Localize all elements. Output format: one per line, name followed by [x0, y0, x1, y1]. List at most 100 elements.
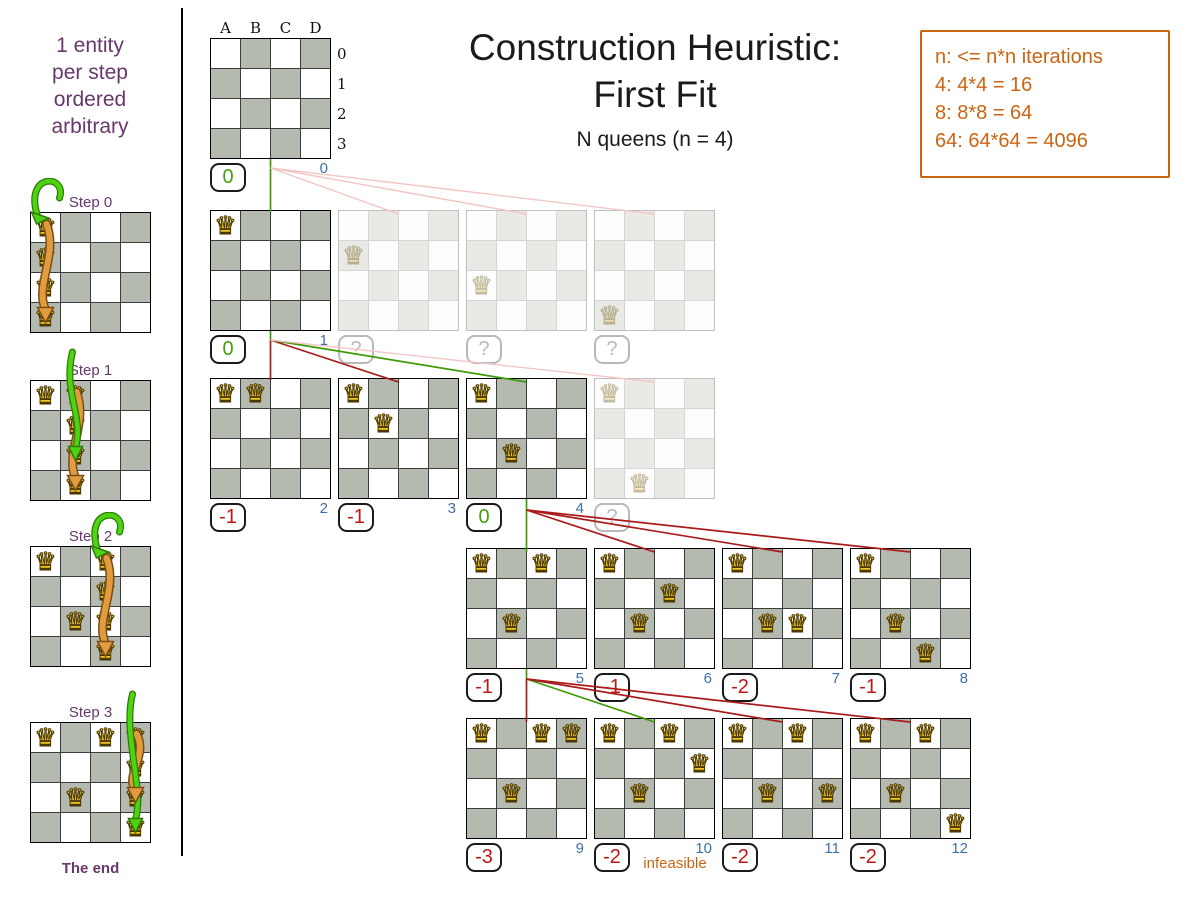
- board-cell: ♛: [91, 577, 120, 606]
- board-cell: [625, 301, 654, 330]
- board-cell: [121, 381, 150, 410]
- board-cell: [271, 439, 300, 468]
- board-cell: [851, 749, 880, 778]
- column-label: C: [279, 19, 292, 37]
- board-cell: [881, 809, 910, 838]
- board-cell: [497, 409, 526, 438]
- board-cell: [595, 809, 624, 838]
- board-cell: [339, 439, 368, 468]
- board-cell: [911, 609, 940, 638]
- board-cell: [301, 69, 330, 98]
- board-cell: [685, 719, 714, 748]
- board-cell: [527, 779, 556, 808]
- board-cell: [339, 211, 368, 240]
- board-cell: [625, 439, 654, 468]
- board-cell: [301, 241, 330, 270]
- board-cell: [655, 609, 684, 638]
- board-cell: [241, 241, 270, 270]
- board-cell: [625, 379, 654, 408]
- board-cell: ♛: [753, 609, 782, 638]
- board-cell: [61, 753, 90, 782]
- board-cell: ♛: [851, 719, 880, 748]
- board-cell: ♛: [527, 549, 556, 578]
- board-cell: [527, 609, 556, 638]
- board-cell: [31, 411, 60, 440]
- board-cell: ♛: [31, 723, 60, 752]
- board-cell: ♛: [91, 637, 120, 666]
- queen-icon: ♛: [342, 241, 365, 270]
- board-cell: [31, 813, 60, 842]
- board-cell: [527, 211, 556, 240]
- board-cell: [91, 441, 120, 470]
- chessboard: ♛ ♛: [466, 378, 587, 499]
- chessboard: ♛ ♛: [338, 378, 459, 499]
- queen-icon: ♛: [884, 779, 907, 808]
- queen-icon: ♛: [34, 547, 57, 576]
- board-cell: [625, 639, 654, 668]
- board-cell: [399, 469, 428, 498]
- board-cell: [211, 69, 240, 98]
- board-cell: [723, 809, 752, 838]
- note-line: 64: 64*64 = 4096: [935, 130, 1088, 152]
- board-cell: [429, 469, 458, 498]
- board-cell: [121, 471, 150, 500]
- queen-icon: ♛: [34, 243, 57, 272]
- board-cell: ♛: [941, 809, 970, 838]
- board-cell: [723, 639, 752, 668]
- board-cell: ♛: [595, 549, 624, 578]
- board-cell: [121, 411, 150, 440]
- board-cell: [241, 129, 270, 158]
- board-cell: [271, 39, 300, 68]
- board-cell: [595, 609, 624, 638]
- queen-icon: ♛: [34, 303, 57, 332]
- board-cell: [31, 783, 60, 812]
- board-cell: [685, 579, 714, 608]
- board-cell: [61, 273, 90, 302]
- queen-icon: ♛: [470, 719, 493, 748]
- board-cell: [271, 409, 300, 438]
- queen-icon: ♛: [64, 381, 87, 410]
- board-cell: [339, 271, 368, 300]
- board-cell: [301, 379, 330, 408]
- board-cell: [497, 271, 526, 300]
- board-cell: [685, 639, 714, 668]
- board-cell: [301, 271, 330, 300]
- score-badge: -1: [466, 673, 502, 702]
- board-cell: [121, 441, 150, 470]
- board-cell: [655, 271, 684, 300]
- board-cell: [557, 379, 586, 408]
- board-cell: [467, 809, 496, 838]
- column-label: D: [309, 19, 322, 37]
- board-cell: [911, 779, 940, 808]
- board-cell: [557, 409, 586, 438]
- board-cell: [685, 241, 714, 270]
- board-cell: ♛: [723, 719, 752, 748]
- queen-icon: ♛: [470, 271, 493, 300]
- board-cell: [941, 579, 970, 608]
- queen-icon: ♛: [94, 723, 117, 752]
- queen-icon: ♛: [34, 213, 57, 242]
- board-cell: [211, 129, 240, 158]
- board-cell: [497, 809, 526, 838]
- board-cell: [271, 129, 300, 158]
- vertical-divider: [181, 8, 183, 856]
- board-cell: ♛: [31, 547, 60, 576]
- step-2-label: Step 2: [68, 528, 113, 545]
- board-cell: ♛: [851, 549, 880, 578]
- chessboard: ♛ ♛ ♛ ♛: [594, 718, 715, 839]
- board-cell: ♛: [497, 779, 526, 808]
- board-cell: [339, 301, 368, 330]
- board-cell: ♛: [881, 609, 910, 638]
- board-cell: ♛: [911, 639, 940, 668]
- ordering-description-line: ordered: [53, 88, 127, 111]
- board-cell: ♛: [467, 719, 496, 748]
- board-cell: [31, 637, 60, 666]
- chessboard: ♛ ♛: [594, 378, 715, 499]
- board-cell: [941, 779, 970, 808]
- queen-icon: ♛: [124, 783, 147, 812]
- board-cell: [241, 211, 270, 240]
- board-cell: ♛: [61, 607, 90, 636]
- queen-icon: ♛: [500, 439, 523, 468]
- board-cell: ♛: [61, 441, 90, 470]
- board-cell: ♛: [91, 723, 120, 752]
